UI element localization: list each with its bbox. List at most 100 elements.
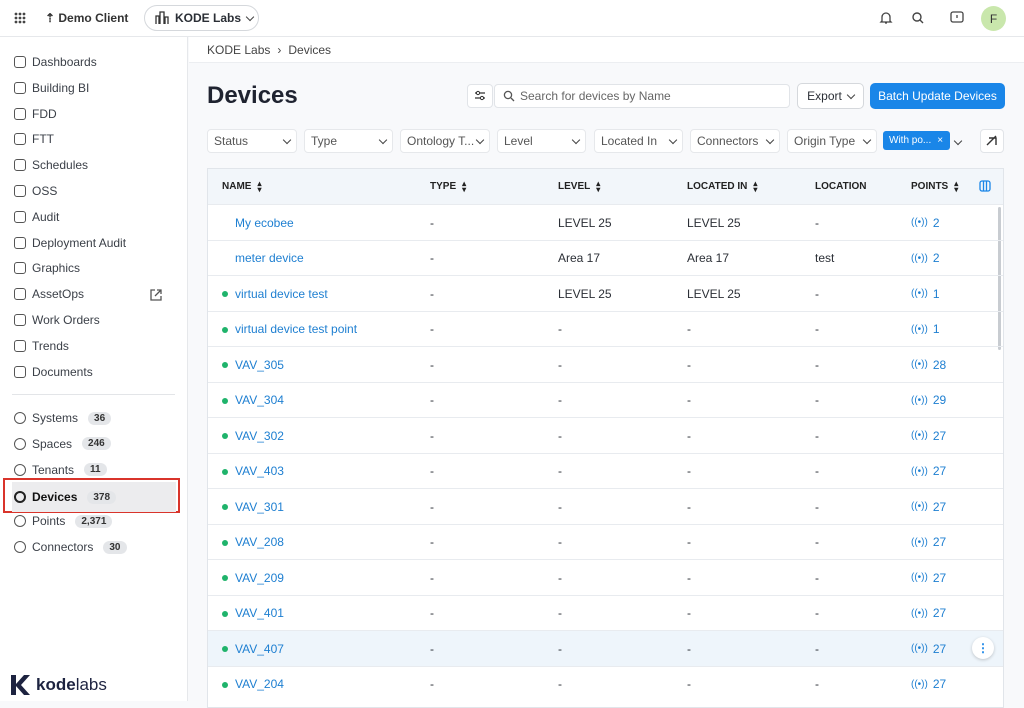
search[interactable] xyxy=(911,11,925,25)
device-name[interactable]: VAV_209 xyxy=(235,570,284,585)
device-name[interactable]: virtual device test point xyxy=(235,322,358,336)
nav-item[interactable]: Schedules xyxy=(14,155,88,175)
nav-item[interactable]: Points 2,371 xyxy=(14,511,113,531)
apps-icon[interactable] xyxy=(14,12,26,24)
nav-item[interactable]: Deployment Audit xyxy=(14,233,126,253)
filter-select[interactable]: Level xyxy=(497,129,586,153)
cell[interactable]: ((•)) 27 xyxy=(911,596,946,631)
column-header[interactable]: POINTS ▴ ▾ xyxy=(911,169,960,204)
device-name[interactable]: VAV_208 xyxy=(235,535,284,549)
client-switcher[interactable]: ⇡ Demo Client xyxy=(45,11,129,25)
table-row[interactable]: VAV_209 - - - - ((•)) 27 xyxy=(208,559,1003,595)
columns-icon[interactable] xyxy=(979,180,991,192)
nav-item[interactable]: Documents xyxy=(14,362,93,382)
table-row[interactable]: VAV_305 - - - - ((•)) 28 xyxy=(208,346,1003,382)
cell[interactable]: ((•)) 27 xyxy=(911,525,946,560)
device-name[interactable]: VAV_401 xyxy=(235,606,284,620)
search-input[interactable]: Search for devices by Name xyxy=(494,84,790,108)
cell[interactable]: ((•)) 27 xyxy=(911,631,946,666)
breadcrumb-item[interactable]: KODE Labs xyxy=(207,42,271,57)
remove-icon[interactable]: × xyxy=(937,135,944,146)
table-row[interactable]: My ecobee - LEVEL 25 LEVEL 25 - ((•)) 2 xyxy=(208,204,1003,240)
table-row[interactable]: VAV_208 - - - - ((•)) 27 xyxy=(208,523,1003,560)
nav-item[interactable]: AssetOps xyxy=(14,284,84,304)
device-name[interactable]: VAV_301 xyxy=(235,499,284,514)
table-row[interactable]: VAV_304 - - - - ((•)) 29 xyxy=(208,381,1003,418)
cell[interactable]: ((•)) 2 xyxy=(911,241,940,276)
device-name[interactable]: VAV_407 xyxy=(235,641,284,656)
nav-item[interactable]: OSS xyxy=(14,181,57,201)
client-name: Demo Client xyxy=(58,11,129,25)
cell[interactable]: ((•)) 1 xyxy=(911,312,940,347)
cell: - xyxy=(558,535,562,549)
nav-item[interactable]: Systems 36 xyxy=(14,408,112,428)
nav-item[interactable]: Trends xyxy=(14,336,69,356)
filter-select[interactable]: Connectors xyxy=(690,129,780,153)
clear-filters[interactable] xyxy=(980,129,1004,153)
chip-dropdown[interactable] xyxy=(953,133,963,147)
divider xyxy=(12,394,175,395)
cell[interactable]: ((•)) 28 xyxy=(911,347,946,382)
cell[interactable]: ((•)) 29 xyxy=(911,383,946,418)
points-count: 27 xyxy=(932,606,947,620)
table-row[interactable]: virtual device test point - - - - ((•)) 1 xyxy=(208,310,1003,347)
nav-item[interactable]: Tenants 11 xyxy=(14,460,107,480)
filter-toggle[interactable] xyxy=(467,84,493,108)
table-row[interactable]: VAV_401 - - - - ((•)) 27 xyxy=(208,594,1003,631)
points-icon: ((•)) xyxy=(911,572,928,583)
table-row[interactable]: meter device - Area 17 Area 17 test ((•)) 2 xyxy=(208,239,1003,276)
device-name[interactable]: VAV_304 xyxy=(235,393,284,407)
filter-icon xyxy=(475,90,485,101)
row-menu[interactable]: ⋮ xyxy=(972,637,994,659)
nav-item[interactable]: FDD xyxy=(14,104,57,124)
cell[interactable]: ((•)) 27 xyxy=(911,418,946,453)
filter-select[interactable]: Located In xyxy=(594,129,683,153)
nav-label: Documents xyxy=(32,364,93,379)
table-row[interactable]: VAV_204 - - - - ((•)) 27 xyxy=(208,665,1003,702)
device-name[interactable]: meter device xyxy=(235,251,304,265)
filter-select[interactable]: Status xyxy=(207,129,297,153)
points-icon: ((•)) xyxy=(911,288,928,299)
notifications[interactable] xyxy=(879,11,893,25)
device-name[interactable]: VAV_305 xyxy=(235,357,284,372)
nav-item[interactable]: Spaces 246 xyxy=(14,434,111,454)
cell[interactable]: ((•)) 27 xyxy=(911,667,946,702)
column-header[interactable]: TYPE ▴ ▾ xyxy=(430,169,468,204)
filter-select[interactable]: Origin Type xyxy=(787,129,877,153)
nav-item[interactable]: Connectors 30 xyxy=(14,537,127,557)
points-icon: ((•)) xyxy=(911,217,928,228)
cell[interactable]: ((•)) 27 xyxy=(911,560,946,595)
device-name[interactable]: VAV_403 xyxy=(235,464,284,478)
nav-item[interactable]: Work Orders xyxy=(14,310,100,330)
nav-item[interactable]: Graphics xyxy=(14,258,80,278)
device-name[interactable]: VAV_302 xyxy=(235,428,284,443)
device-name[interactable]: virtual device test xyxy=(235,286,328,301)
table-row[interactable]: VAV_301 - - - - ((•)) 27 xyxy=(208,488,1003,524)
table-row[interactable]: VAV_403 - - - - ((•)) 27 xyxy=(208,452,1003,489)
org-switcher[interactable]: KODE Labs xyxy=(144,5,259,31)
column-header[interactable]: NAME ▴ ▾ xyxy=(222,169,263,204)
nav-item[interactable]: Devices 378 xyxy=(12,482,176,513)
cell[interactable]: ((•)) 27 xyxy=(911,489,946,524)
column-header[interactable]: LOCATED IN ▴ ▾ xyxy=(687,169,759,204)
nav-item[interactable]: Building BI xyxy=(14,78,89,98)
batch-update-button[interactable]: Batch Update Devices xyxy=(870,83,1005,109)
nav-item[interactable]: Audit xyxy=(14,207,59,227)
filter-select[interactable]: Type xyxy=(304,129,393,153)
active-filter-chip[interactable]: With po... × xyxy=(883,131,950,150)
table-row[interactable]: virtual device test - LEVEL 25 LEVEL 25 - ((•… xyxy=(208,275,1003,311)
column-header[interactable]: LEVEL ▴ ▾ xyxy=(558,169,602,204)
nav-item[interactable]: Dashboards xyxy=(14,52,97,72)
nav-item[interactable]: FTT xyxy=(14,129,54,149)
cell[interactable]: ((•)) 2 xyxy=(911,205,940,240)
table-row[interactable]: VAV_407 - - - - ((•)) 27 ⋮ xyxy=(208,630,1003,666)
device-name[interactable]: My ecobee xyxy=(235,215,294,230)
avatar[interactable]: F xyxy=(981,6,1006,31)
device-name[interactable]: VAV_204 xyxy=(235,677,284,691)
cell[interactable]: ((•)) 1 xyxy=(911,276,940,311)
table-row[interactable]: VAV_302 - - - - ((•)) 27 xyxy=(208,417,1003,453)
cell[interactable]: ((•)) 27 xyxy=(911,454,946,489)
export-button[interactable]: Export xyxy=(797,83,864,109)
filter-select[interactable]: Ontology T... xyxy=(400,129,490,153)
help[interactable] xyxy=(950,11,964,25)
